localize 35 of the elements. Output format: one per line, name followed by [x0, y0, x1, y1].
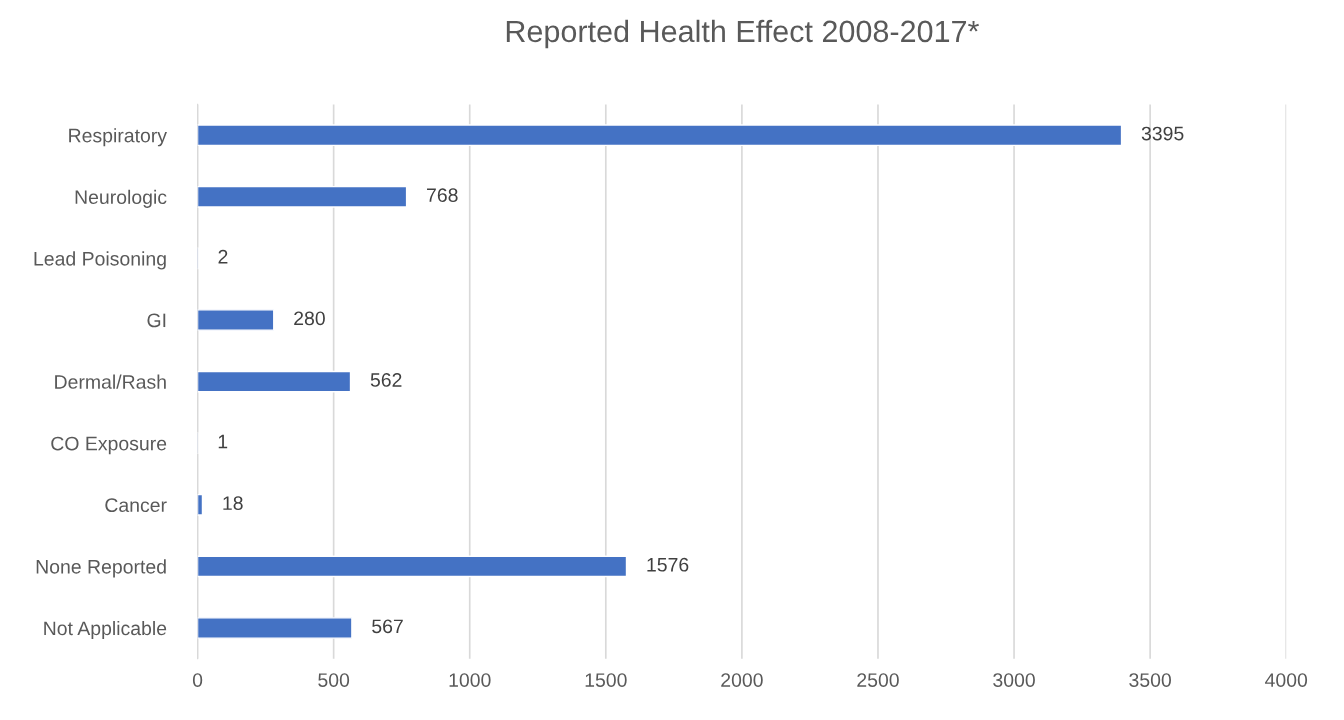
data-label: 1576 [647, 557, 689, 572]
bar [197, 309, 275, 331]
bar [197, 617, 353, 639]
data-label: 2 [218, 249, 228, 264]
x-tick-label: 500 [318, 673, 350, 687]
data-label: 1 [218, 434, 228, 449]
bar [197, 555, 628, 578]
data-label: 567 [372, 619, 403, 634]
x-tick-label: 0 [192, 673, 203, 687]
data-label: 280 [294, 311, 325, 326]
y-tick-label: Dermal/Rash [55, 374, 166, 389]
data-label: 768 [427, 188, 458, 203]
x-tick-label: 3000 [993, 673, 1035, 687]
x-tick-label: 2000 [721, 673, 763, 687]
x-tick-label: 1500 [585, 673, 627, 687]
bar [197, 493, 204, 516]
y-tick-label: None Reported [36, 559, 166, 578]
y-tick-label: Respiratory [69, 128, 167, 147]
x-tick-label: 3500 [1129, 673, 1171, 687]
bar [197, 185, 408, 208]
y-tick-label: GI [147, 313, 166, 328]
x-tick-label: 1000 [449, 673, 491, 687]
y-tick-label: CO Exposure [51, 436, 167, 455]
data-label: 562 [370, 373, 402, 387]
bar [197, 370, 352, 393]
y-tick-label: Lead Poisoning [34, 251, 166, 270]
data-label: 3395 [1141, 126, 1184, 141]
y-tick-label: Not Applicable [44, 620, 167, 640]
bar [197, 124, 1123, 147]
x-tick-label: 4000 [1265, 673, 1308, 687]
data-label: 18 [223, 496, 243, 511]
chart-title: Reported Health Effect 2008-2017* [506, 19, 979, 49]
x-tick-label: 2500 [857, 673, 899, 687]
y-tick-label: Cancer [105, 498, 167, 513]
y-tick-label: Neurologic [75, 189, 167, 208]
